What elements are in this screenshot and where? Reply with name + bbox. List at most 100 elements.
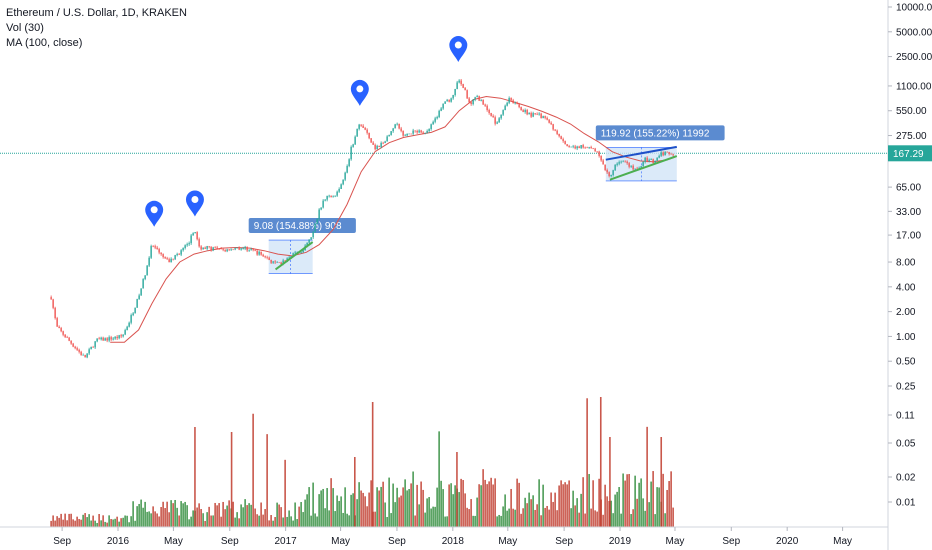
candle-body bbox=[412, 130, 414, 134]
candle-body bbox=[266, 257, 268, 258]
volume-bar bbox=[446, 516, 448, 527]
volume-bar bbox=[132, 501, 134, 527]
volume-bar bbox=[570, 508, 572, 527]
candle-body bbox=[642, 161, 644, 167]
volume-bar bbox=[412, 471, 414, 527]
candle-body bbox=[102, 337, 104, 341]
volume-bar bbox=[266, 434, 268, 527]
candle-body bbox=[150, 246, 152, 258]
candle-body bbox=[536, 113, 538, 115]
candle-body bbox=[600, 155, 602, 161]
candle-body bbox=[406, 133, 408, 136]
legend-ma: MA (100, close) bbox=[6, 37, 83, 49]
volume-bar bbox=[72, 519, 74, 527]
time-tick-label: Sep bbox=[53, 536, 71, 547]
volume-bar bbox=[358, 482, 360, 527]
candle-body bbox=[366, 129, 368, 133]
candle-body bbox=[248, 250, 250, 251]
volume-bar bbox=[528, 492, 530, 527]
volume-bar bbox=[90, 520, 92, 527]
volume-bar bbox=[642, 498, 644, 527]
volume-bar bbox=[138, 503, 140, 527]
candle-body bbox=[254, 250, 256, 251]
volume-bar bbox=[236, 512, 238, 527]
candle-body bbox=[550, 122, 552, 125]
price-tick-label: 0.25 bbox=[896, 382, 916, 393]
candle-body bbox=[636, 168, 638, 170]
volume-bar bbox=[50, 520, 52, 527]
candle-body bbox=[474, 97, 476, 100]
candle-body bbox=[68, 337, 70, 341]
candle-body bbox=[328, 195, 330, 197]
volume-bar bbox=[452, 494, 454, 527]
candle-body bbox=[534, 113, 536, 114]
volume-bar bbox=[542, 484, 544, 527]
volume-bar bbox=[572, 490, 574, 527]
location-pin-icon[interactable] bbox=[449, 36, 468, 63]
candle-body bbox=[300, 252, 302, 253]
volume-bar bbox=[80, 519, 82, 527]
candle-body bbox=[666, 151, 668, 153]
volume-bar bbox=[152, 506, 154, 527]
trend-line-green[interactable] bbox=[609, 155, 678, 181]
candle-body bbox=[358, 124, 360, 129]
candle-body bbox=[170, 258, 172, 263]
candle-body bbox=[426, 131, 428, 133]
volume-bar bbox=[606, 496, 608, 527]
location-pin-icon[interactable] bbox=[185, 190, 204, 217]
candle-body bbox=[572, 146, 574, 148]
volume-bar bbox=[371, 402, 374, 527]
volume-bar bbox=[330, 478, 332, 527]
candle-body bbox=[394, 124, 396, 129]
candle-body bbox=[112, 338, 114, 340]
candle-body bbox=[386, 136, 388, 142]
volume-bar bbox=[300, 502, 302, 527]
volume-bar bbox=[672, 507, 674, 527]
volume-bar bbox=[310, 515, 312, 527]
volume-bar bbox=[164, 508, 166, 527]
volume-bar bbox=[194, 427, 196, 527]
volume-bar bbox=[176, 507, 178, 527]
candle-body bbox=[362, 125, 364, 128]
volume-bar bbox=[366, 506, 368, 527]
legend-volume: Vol (30) bbox=[6, 22, 44, 34]
volume-bar bbox=[540, 515, 542, 527]
candle-body bbox=[428, 129, 430, 132]
volume-bar bbox=[386, 516, 388, 527]
candle-body bbox=[590, 147, 592, 149]
candle-body bbox=[168, 259, 170, 263]
volume-bar bbox=[278, 504, 280, 527]
candle-body bbox=[242, 248, 244, 249]
candle-body bbox=[54, 307, 56, 319]
candle-body bbox=[458, 80, 460, 83]
candle-body bbox=[502, 110, 504, 115]
volume-bar bbox=[68, 513, 70, 527]
location-pin-icon[interactable] bbox=[350, 79, 369, 106]
volume-bar bbox=[158, 516, 160, 527]
candle-body bbox=[522, 110, 524, 112]
volume-bar bbox=[664, 513, 666, 527]
volume-bar bbox=[232, 501, 234, 527]
volume-bar bbox=[328, 510, 330, 527]
time-tick-label: Sep bbox=[221, 536, 239, 547]
volume-bar bbox=[104, 521, 106, 527]
candle-body bbox=[70, 340, 72, 344]
time-tick-label: 2018 bbox=[442, 536, 465, 547]
volume-bar bbox=[260, 502, 262, 527]
volume-bar bbox=[190, 516, 192, 527]
candle-body bbox=[92, 346, 94, 348]
volume-bar bbox=[466, 507, 468, 527]
candle-body bbox=[392, 128, 394, 132]
candle-body bbox=[76, 348, 78, 350]
trend-line-blue[interactable] bbox=[605, 145, 677, 161]
volume-bar bbox=[378, 490, 380, 527]
candle-body bbox=[414, 130, 416, 132]
volume-bar bbox=[398, 497, 400, 527]
location-pin-icon[interactable] bbox=[145, 200, 164, 227]
volume-bar bbox=[550, 492, 552, 527]
trend-line-green[interactable] bbox=[274, 241, 314, 271]
volume-bar bbox=[94, 520, 96, 527]
candle-body bbox=[146, 265, 148, 276]
volume-bar bbox=[92, 515, 94, 527]
